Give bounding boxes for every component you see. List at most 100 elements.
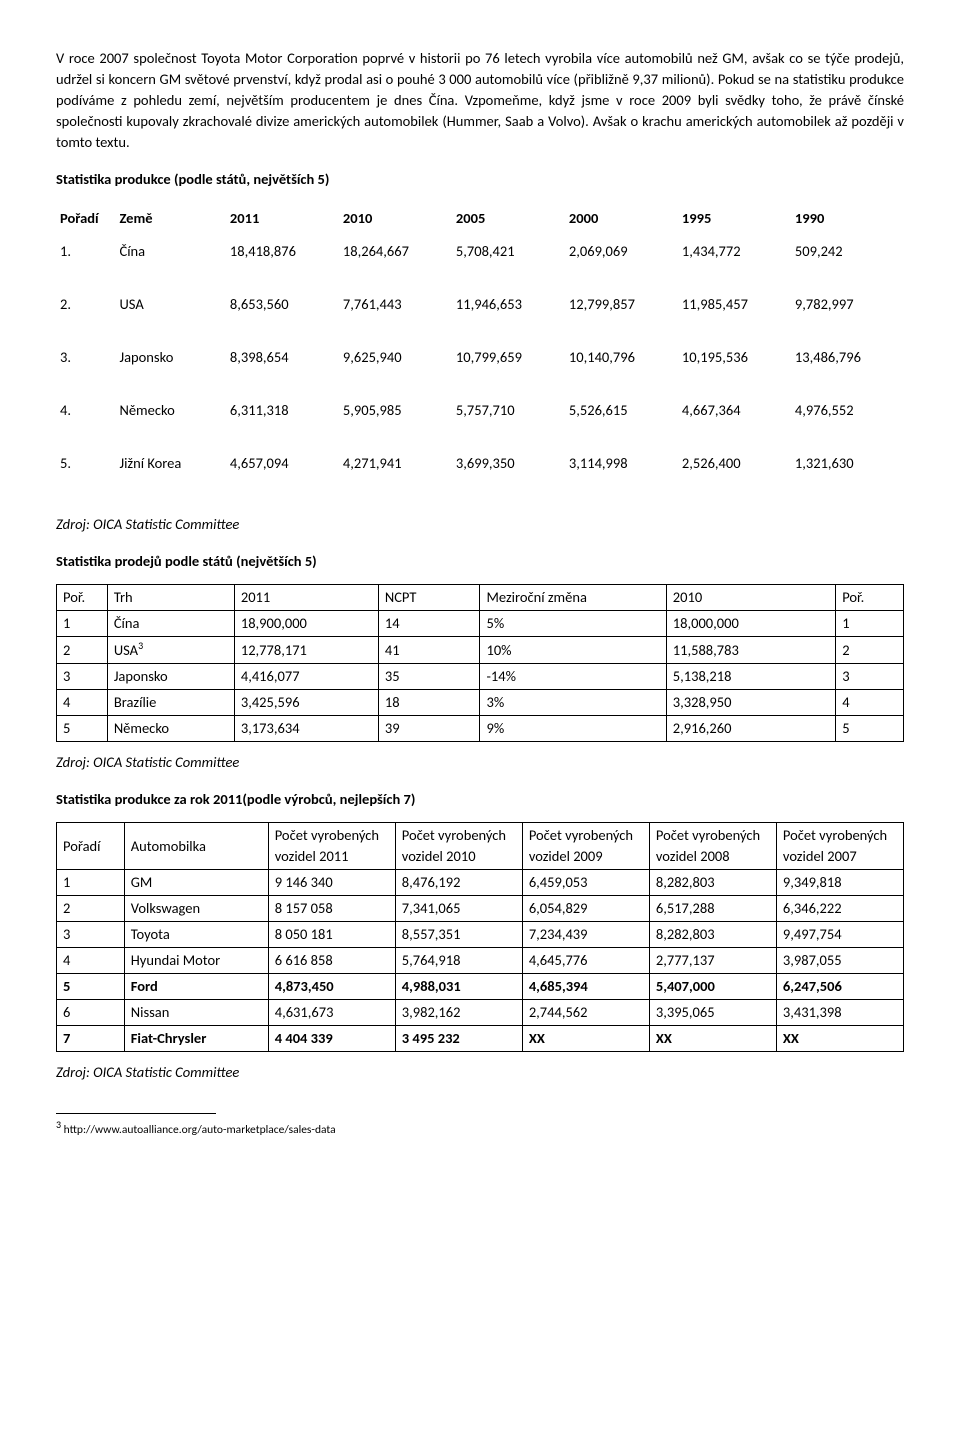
table-row: 6Nissan4,631,6733,982,1622,744,5623,395,… [57, 1000, 904, 1026]
table-cell: 8 050 181 [268, 922, 395, 948]
table-cell: 1,434,772 [678, 235, 791, 268]
table-cell: 4 [57, 948, 125, 974]
table-row: 1Čína18,900,000145%18,000,0001 [57, 611, 904, 637]
table-cell: 6,517,288 [649, 896, 776, 922]
table-cell: 5 [57, 716, 108, 742]
table-cell: 4 404 339 [268, 1026, 395, 1052]
table-cell: 3. [56, 341, 115, 374]
th2-2010: 2010 [666, 585, 835, 611]
table-row: 3Toyota8 050 1818,557,3517,234,4398,282,… [57, 922, 904, 948]
th2-change: Meziroční změna [480, 585, 666, 611]
table-cell: 2. [56, 288, 115, 321]
table-cell: Volkswagen [124, 896, 268, 922]
intro-paragraph: V roce 2007 společnost Toyota Motor Corp… [56, 48, 904, 153]
table-cell: 1. [56, 235, 115, 268]
table-cell: 6 616 858 [268, 948, 395, 974]
table-cell: 8 157 058 [268, 896, 395, 922]
table-cell: 5,407,000 [649, 974, 776, 1000]
table-cell: 5,708,421 [452, 235, 565, 268]
table-cell: 2 [57, 637, 108, 664]
table-row: 2.USA8,653,5607,761,44311,946,65312,799,… [56, 288, 904, 321]
table-cell: 8,398,654 [226, 341, 339, 374]
table-cell: 18,264,667 [339, 235, 452, 268]
table-cell: 6,459,053 [522, 870, 649, 896]
th2-por2: Poř. [836, 585, 904, 611]
th3-2010: Počet vyrobených vozidel 2010 [395, 823, 522, 870]
source-2: Zdroj: OICA Statistic Committee [56, 752, 904, 773]
table-cell: USA3 [107, 637, 234, 664]
table-cell: 14 [378, 611, 480, 637]
th2-ncpt: NCPT [378, 585, 480, 611]
table-cell: 5,526,615 [565, 394, 678, 427]
table-row: 2USA312,778,1714110%11,588,7832 [57, 637, 904, 664]
table-cell: Čína [107, 611, 234, 637]
table-cell: 4,271,941 [339, 447, 452, 480]
table-cell: 18,000,000 [666, 611, 835, 637]
table-cell: 4,988,031 [395, 974, 522, 1000]
table-cell: 3,114,998 [565, 447, 678, 480]
source-3: Zdroj: OICA Statistic Committee [56, 1062, 904, 1083]
table-cell: 2,069,069 [565, 235, 678, 268]
table-cell: Ford [124, 974, 268, 1000]
table-cell: 5. [56, 447, 115, 480]
table-cell: Japonsko [107, 664, 234, 690]
table-cell: Čína [115, 235, 225, 268]
table-cell: 5,757,710 [452, 394, 565, 427]
table-row: 3Japonsko4,416,07735-14%5,138,2183 [57, 664, 904, 690]
th2-trh: Trh [107, 585, 234, 611]
table-cell: 7,234,439 [522, 922, 649, 948]
table-cell: 39 [378, 716, 480, 742]
table-cell: 9,349,818 [776, 870, 903, 896]
footnote: 3 http://www.autoalliance.org/auto-marke… [56, 1118, 904, 1139]
th-2000: 2000 [565, 202, 678, 235]
footnote-text: http://www.autoalliance.org/auto-marketp… [61, 1123, 336, 1137]
footnote-separator [56, 1113, 216, 1114]
table-row: 1.Čína18,418,87618,264,6675,708,4212,069… [56, 235, 904, 268]
table-cell: 2,744,562 [522, 1000, 649, 1026]
table-cell: 1 [57, 611, 108, 637]
table-row: 4.Německo6,311,3185,905,9855,757,7105,52… [56, 394, 904, 427]
th2-por: Poř. [57, 585, 108, 611]
table-cell: 8,282,803 [649, 870, 776, 896]
table-row: 4Hyundai Motor6 616 8585,764,9184,645,77… [57, 948, 904, 974]
table-cell: GM [124, 870, 268, 896]
table-cell: Německo [107, 716, 234, 742]
th3-2011: Počet vyrobených vozidel 2011 [268, 823, 395, 870]
table-cell: 6,054,829 [522, 896, 649, 922]
table-cell: 4 [57, 690, 108, 716]
table-cell: 5,138,218 [666, 664, 835, 690]
th2-2011: 2011 [234, 585, 378, 611]
production-by-manufacturer-table: Pořadí Automobilka Počet vyrobených vozi… [56, 822, 904, 1052]
table-cell: 6,311,318 [226, 394, 339, 427]
table-cell: 3 [836, 664, 904, 690]
table-cell: 5 [836, 716, 904, 742]
table-cell: 8,653,560 [226, 288, 339, 321]
table-cell: 3,173,634 [234, 716, 378, 742]
sales-by-country-table: Poř. Trh 2011 NCPT Meziroční změna 2010 … [56, 584, 904, 742]
production-by-country-table: Pořadí Země 2011 2010 2005 2000 1995 199… [56, 202, 904, 500]
table-cell: 509,242 [791, 235, 904, 268]
table2-header-row: Poř. Trh 2011 NCPT Meziroční změna 2010 … [57, 585, 904, 611]
table-cell: 3 [57, 664, 108, 690]
table-row: 5.Jižní Korea4,657,0944,271,9413,699,350… [56, 447, 904, 480]
th-1990: 1990 [791, 202, 904, 235]
table-cell: 5% [480, 611, 666, 637]
table-cell: XX [522, 1026, 649, 1052]
table-cell: 2,526,400 [678, 447, 791, 480]
table1-header-row: Pořadí Země 2011 2010 2005 2000 1995 199… [56, 202, 904, 235]
table-cell: 11,946,653 [452, 288, 565, 321]
table-cell: 5 [57, 974, 125, 1000]
th-poradi: Pořadí [56, 202, 115, 235]
table-cell: 3,987,055 [776, 948, 903, 974]
table-cell: 9,625,940 [339, 341, 452, 374]
th3-2009: Počet vyrobených vozidel 2009 [522, 823, 649, 870]
source-1: Zdroj: OICA Statistic Committee [56, 514, 904, 535]
table-cell: 4 [836, 690, 904, 716]
table-cell: 4,416,077 [234, 664, 378, 690]
table-cell: 4,873,450 [268, 974, 395, 1000]
table-cell: Německo [115, 394, 225, 427]
table-cell: 4,645,776 [522, 948, 649, 974]
table-row: 7Fiat-Chrysler4 404 3393 495 232XXXXXX [57, 1026, 904, 1052]
table-cell: 9 146 340 [268, 870, 395, 896]
table-cell: 13,486,796 [791, 341, 904, 374]
